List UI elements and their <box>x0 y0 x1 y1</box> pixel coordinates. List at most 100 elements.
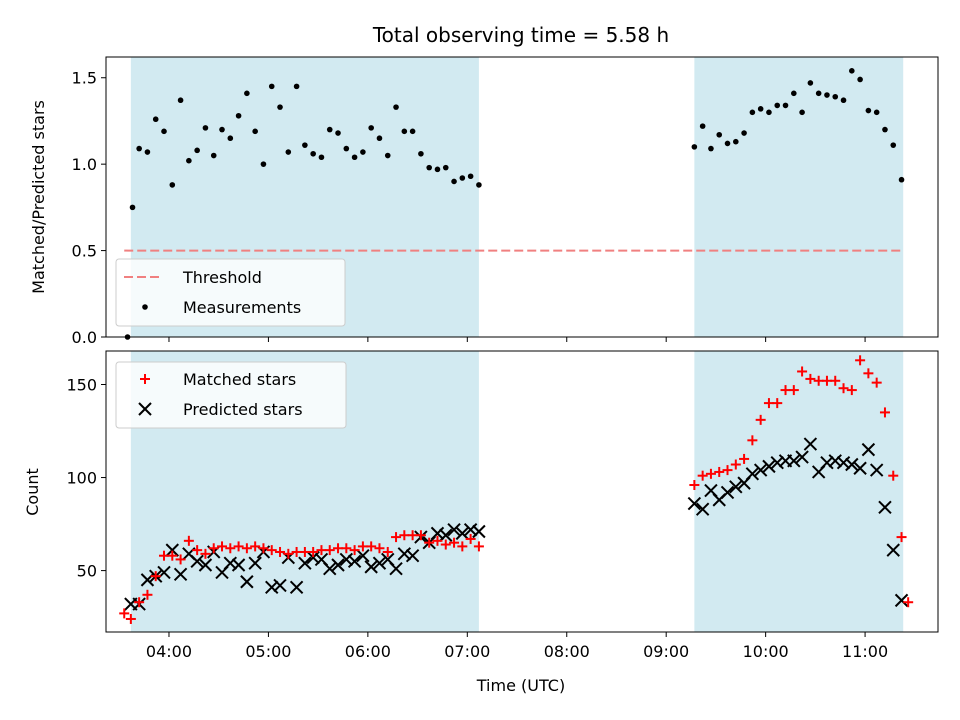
matched-star-point <box>903 597 914 608</box>
measurement-point <box>724 140 731 147</box>
matched-star-point <box>705 468 716 479</box>
predicted-star-point <box>364 560 378 574</box>
x-tick-label: 05:00 <box>245 642 291 661</box>
measurement-point <box>252 128 258 135</box>
predicted-star-point <box>430 526 445 541</box>
matched-star-point <box>349 545 360 556</box>
matched-star-point <box>308 546 319 557</box>
predicted-star-point <box>695 502 710 516</box>
top-x-ticks <box>168 337 866 342</box>
measurement-point <box>708 145 714 152</box>
matched-star-point <box>797 366 808 377</box>
predicted-star-point <box>273 578 287 593</box>
predicted-star-point <box>240 575 254 589</box>
predicted-star-point <box>389 562 403 576</box>
top-axes-frame <box>105 56 939 338</box>
matched-star-point <box>233 541 244 552</box>
predicted-star-point <box>894 593 909 608</box>
predicted-star-point <box>190 554 204 568</box>
bottom-y-ticks: 50 100 150 <box>66 375 106 581</box>
matched-star-point <box>424 537 435 548</box>
measurement-point <box>426 164 432 171</box>
measurement-point <box>393 104 399 110</box>
bottom-x-ticks: 04:00 05:00 06:00 07:00 08:00 09:00 10:00 11:00 <box>146 632 888 661</box>
measurement-point <box>144 149 151 155</box>
matched-star-point <box>225 543 236 554</box>
x-tick-label: 06:00 <box>345 642 391 661</box>
measurement-point <box>343 145 350 152</box>
predicted-star-point <box>828 454 842 468</box>
figure-title: Total observing time = 5.58 h <box>372 23 669 47</box>
top-legend-box <box>115 258 346 327</box>
x-tick-label: 07:00 <box>444 642 490 661</box>
measurement-point <box>202 125 209 131</box>
top-shaded-span-2 <box>694 57 904 337</box>
measurement-point <box>815 90 822 97</box>
predicted-star-point <box>223 556 238 570</box>
measurement-point <box>351 154 358 161</box>
matched-star-point <box>772 398 783 409</box>
matched-stars-points <box>119 355 914 624</box>
measurement-point <box>782 102 789 109</box>
matched-star-point <box>788 385 799 396</box>
matched-star-point <box>258 543 269 554</box>
matched-star-point <box>217 541 228 552</box>
measurement-point <box>318 154 325 161</box>
predicted-star-point <box>762 459 776 474</box>
matched-star-point <box>391 532 402 543</box>
measurement-point <box>442 164 449 171</box>
matched-star-point <box>250 541 261 552</box>
matched-star-point <box>440 539 451 550</box>
measurement-point <box>832 93 839 100</box>
matched-star-point <box>324 545 335 556</box>
measurement-point <box>791 90 797 97</box>
predicted-legend-label: Predicted stars <box>183 400 303 419</box>
matched-star-point <box>119 608 130 619</box>
matched-star-point <box>838 383 849 394</box>
matched-star-point <box>432 535 443 546</box>
matched-star-point <box>241 543 252 554</box>
matched-star-point <box>871 377 882 388</box>
matched-star-point <box>275 546 286 557</box>
predicted-star-point <box>397 547 412 561</box>
measurement-point <box>459 175 466 181</box>
predicted-stars-points <box>124 437 909 611</box>
matched-star-point <box>208 543 219 554</box>
predicted-star-point <box>463 522 478 537</box>
matched-star-point <box>283 548 294 559</box>
predicted-star-point <box>820 455 834 470</box>
measurement-point <box>194 147 200 154</box>
predicted-star-point <box>306 550 320 565</box>
measurement-point <box>210 152 217 159</box>
bottom-y-axis-label: Count <box>23 468 42 516</box>
predicted-star-point <box>878 500 892 515</box>
measurement-point <box>277 104 283 110</box>
matched-star-point <box>855 355 866 366</box>
measurement-point <box>268 83 275 90</box>
measurement-point <box>824 92 830 98</box>
matched-star-point <box>266 545 277 556</box>
matched-star-point <box>134 597 145 608</box>
measurement-point <box>434 166 441 173</box>
matched-star-point <box>722 465 733 476</box>
measurement-point <box>757 106 764 112</box>
matched-star-point <box>730 459 741 470</box>
predicted-star-point <box>331 558 345 572</box>
measurement-point <box>161 128 167 135</box>
predicted-star-point <box>298 556 312 570</box>
matched-star-point <box>192 545 203 556</box>
predicted-star-point <box>861 442 876 457</box>
measurement-point <box>840 97 847 104</box>
top-y-axis-label: Matched/Predicted stars <box>29 100 48 294</box>
measurement-point <box>235 112 242 119</box>
top-panel: 0.0 0.5 1.0 1.5 Matched/Predicted stars Thr… <box>29 56 939 347</box>
top-y-tick-label: 0.5 <box>72 242 97 261</box>
predicted-star-point <box>231 558 246 572</box>
measurement-point <box>384 152 391 159</box>
measurement-point <box>733 138 739 145</box>
matched-star-point <box>150 571 161 582</box>
measurement-point <box>691 144 698 150</box>
predicted-star-point <box>687 496 702 511</box>
x-axis-label: Time (UTC) <box>476 676 565 695</box>
measurement-point <box>774 102 781 109</box>
